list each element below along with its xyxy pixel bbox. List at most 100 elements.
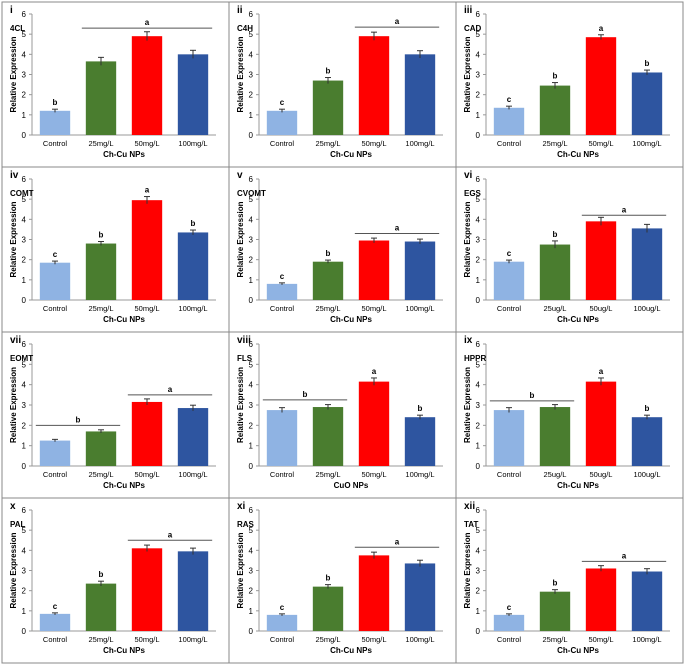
group-significance-letter: a <box>395 537 400 546</box>
gene-name: EGS <box>464 189 482 198</box>
y-tick-label: 3 <box>249 71 254 80</box>
bar-high-dose <box>404 241 436 300</box>
y-tick-label: 6 <box>22 506 27 515</box>
y-tick-label: 3 <box>22 71 27 80</box>
y-tick-label: 6 <box>476 175 481 184</box>
panel-numeral: ii <box>237 5 243 16</box>
y-tick-label: 5 <box>249 195 254 204</box>
significance-letter: b <box>99 231 104 240</box>
bar-control <box>493 410 525 466</box>
group-significance-letter: b <box>76 415 81 424</box>
significance-letter: b <box>645 404 650 413</box>
category-label: Control <box>43 304 68 313</box>
y-tick-label: 0 <box>476 627 481 636</box>
significance-letter: b <box>191 219 196 228</box>
gene-name: HPPR <box>464 354 486 363</box>
y-tick-label: 1 <box>22 276 27 285</box>
significance-letter: b <box>553 230 558 239</box>
category-label: Control <box>270 635 295 644</box>
y-tick-label: 1 <box>476 111 481 120</box>
category-label: 50mg/L <box>361 139 386 148</box>
y-tick-label: 5 <box>22 195 27 204</box>
y-tick-label: 4 <box>476 381 481 390</box>
category-label: Control <box>270 470 295 479</box>
y-tick-label: 0 <box>476 296 481 305</box>
y-tick-label: 1 <box>249 442 254 451</box>
bar-low-dose <box>85 431 117 466</box>
panel-numeral: iv <box>10 170 19 181</box>
significance-letter: a <box>599 367 604 376</box>
y-tick-label: 4 <box>249 546 254 555</box>
category-label: 100mg/L <box>178 139 207 148</box>
category-label: Control <box>43 635 68 644</box>
y-tick-label: 0 <box>22 131 27 140</box>
bar-control <box>493 261 525 300</box>
bar-mid-dose <box>585 568 617 631</box>
y-tick-label: 5 <box>249 30 254 39</box>
x-axis-label: Ch-Cu NPs <box>330 315 372 324</box>
bar-control <box>266 614 298 631</box>
y-tick-label: 4 <box>22 381 27 390</box>
y-tick-label: 4 <box>249 381 254 390</box>
significance-letter: b <box>645 59 650 68</box>
panel-numeral: xi <box>237 501 246 512</box>
category-label: 100mg/L <box>178 635 207 644</box>
gene-name: C4H <box>237 24 253 33</box>
y-tick-label: 6 <box>249 340 254 349</box>
bar-control <box>493 107 525 135</box>
y-tick-label: 5 <box>476 526 481 535</box>
y-tick-label: 0 <box>22 627 27 636</box>
bar-high-dose <box>404 54 436 136</box>
category-label: 25mg/L <box>88 304 113 313</box>
category-label: 50mg/L <box>361 470 386 479</box>
bar-mid-dose <box>131 401 163 466</box>
category-label: 50ug/L <box>590 470 613 479</box>
y-tick-label: 1 <box>22 607 27 616</box>
y-tick-label: 3 <box>476 567 481 576</box>
y-tick-label: 6 <box>22 10 27 19</box>
y-tick-label: 5 <box>22 526 27 535</box>
y-tick-label: 3 <box>22 401 27 410</box>
significance-letter: a <box>372 367 377 376</box>
y-tick-label: 2 <box>22 587 27 596</box>
bar-control <box>39 613 71 631</box>
y-tick-label: 3 <box>476 401 481 410</box>
y-tick-label: 1 <box>22 442 27 451</box>
panel-numeral: viii <box>237 335 251 346</box>
y-tick-label: 1 <box>476 607 481 616</box>
y-tick-label: 2 <box>476 256 481 265</box>
category-label: 25mg/L <box>315 470 340 479</box>
y-tick-label: 6 <box>476 506 481 515</box>
significance-letter: a <box>599 24 604 33</box>
category-label: 100mg/L <box>405 304 434 313</box>
bar-control <box>39 262 71 300</box>
panel-ii: 0 1 2 3 4 5 6 ii C4H Relative Expression c Control b… <box>228 1 457 168</box>
category-label: 100mg/L <box>405 635 434 644</box>
y-tick-label: 0 <box>249 131 254 140</box>
y-tick-label: 2 <box>476 421 481 430</box>
category-label: 25mg/L <box>315 304 340 313</box>
group-significance-letter: a <box>622 551 627 560</box>
y-tick-label: 1 <box>22 111 27 120</box>
y-tick-label: 0 <box>249 296 254 305</box>
group-significance-letter: a <box>395 17 400 26</box>
significance-letter: a <box>145 186 150 195</box>
y-tick-label: 6 <box>249 506 254 515</box>
category-label: 100mg/L <box>632 139 661 148</box>
significance-letter: b <box>99 570 104 579</box>
bar-low-dose <box>312 261 344 300</box>
y-tick-label: 3 <box>22 236 27 245</box>
y-tick-label: 2 <box>249 421 254 430</box>
y-tick-label: 5 <box>476 360 481 369</box>
group-significance-letter: a <box>145 18 150 27</box>
y-tick-label: 2 <box>249 91 254 100</box>
category-label: Control <box>497 304 522 313</box>
panel-numeral: xii <box>464 501 475 512</box>
category-label: 100mg/L <box>405 470 434 479</box>
gene-name: EOMT <box>10 354 33 363</box>
category-label: 50mg/L <box>134 470 159 479</box>
category-label: 25ug/L <box>544 304 567 313</box>
